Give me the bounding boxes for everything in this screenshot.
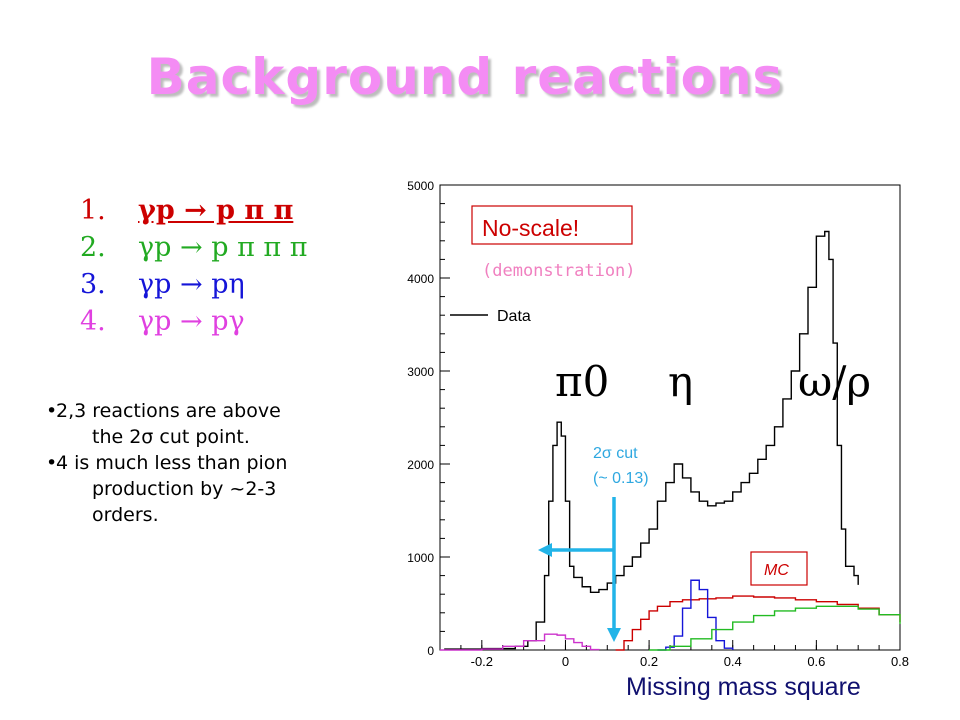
legend-data-label: Data xyxy=(497,308,531,325)
reaction-text: γp → pγ xyxy=(138,306,245,337)
x-tick-label: 0.6 xyxy=(807,654,825,669)
note-text: 2,3 reactions are above xyxy=(56,400,281,422)
note-item-2: •4 is much less than pion production by … xyxy=(46,452,288,526)
series-line-1 xyxy=(444,230,859,650)
reaction-text: γp → pη xyxy=(138,269,245,300)
x-tick-label: 0.4 xyxy=(724,654,742,669)
note-item-1: •2,3 reactions are above the 2σ cut poin… xyxy=(46,398,287,450)
series-line-3 xyxy=(657,579,734,651)
series-line-2 xyxy=(615,595,901,651)
page-title: Background reactions xyxy=(146,48,784,106)
mc-box xyxy=(750,551,808,586)
series-line-5 xyxy=(440,633,600,651)
reaction-item-3: 3. γp → pη xyxy=(80,266,307,303)
demonstration-label: (demonstration) xyxy=(482,261,636,281)
mc-label: MC xyxy=(764,562,789,579)
reaction-number: 3. xyxy=(80,269,106,300)
reaction-list: 1. γp → p π π 2. γp → p π π π 3. γp → pη… xyxy=(80,192,307,340)
y-tick-label: 3000 xyxy=(407,365,434,379)
note-text: 4 is much less than pion xyxy=(56,452,288,474)
y-tick-label: 0 xyxy=(427,644,434,658)
x-tick-label: 0.2 xyxy=(640,654,658,669)
y-tick-label: 4000 xyxy=(407,272,434,286)
noscale-label: No-scale! xyxy=(482,215,579,241)
notes-list: •2,3 reactions are above the 2σ cut poin… xyxy=(46,398,287,528)
reaction-item-4: 4. γp → pγ xyxy=(80,303,307,340)
plot-frame xyxy=(439,184,901,651)
reaction-number: 4. xyxy=(80,306,106,337)
cut-label-line1: 2σ cut xyxy=(593,445,638,462)
note-text: the 2σ cut point. xyxy=(92,426,250,448)
cut-label-line2: (~ 0.13) xyxy=(593,470,649,487)
omega-rho-label: ω/ρ xyxy=(798,357,871,406)
y-tick-label: 5000 xyxy=(407,179,434,193)
eta-label: η xyxy=(668,357,693,406)
reaction-text: γp → p π π π xyxy=(138,232,308,263)
note-text: production by ~2-3 xyxy=(92,478,277,500)
series-line-4 xyxy=(649,605,901,651)
cut-arrow-head-down xyxy=(607,628,621,642)
reaction-item-1: 1. γp → p π π xyxy=(80,192,307,229)
reaction-item-2: 2. γp → p π π π xyxy=(80,229,307,266)
reaction-text: γp → p π π xyxy=(138,195,294,226)
pi0-label: π0 xyxy=(555,357,609,406)
cut-arrow-head-left xyxy=(538,543,552,557)
y-tick-label: 1000 xyxy=(407,551,434,565)
x-tick-label: 0.8 xyxy=(891,654,909,669)
reaction-number: 1. xyxy=(80,195,106,226)
x-tick-label: -0.2 xyxy=(471,654,493,669)
note-text: orders. xyxy=(92,504,159,526)
y-axis: 0 1000 2000 3000 4000 5000 xyxy=(407,179,450,658)
noscale-box xyxy=(471,205,633,245)
reaction-number: 2. xyxy=(80,232,106,263)
series-layer xyxy=(440,230,901,651)
x-axis-title: Missing mass square xyxy=(626,673,861,701)
x-tick-label: 0 xyxy=(562,654,569,669)
y-tick-label: 2000 xyxy=(407,458,434,472)
